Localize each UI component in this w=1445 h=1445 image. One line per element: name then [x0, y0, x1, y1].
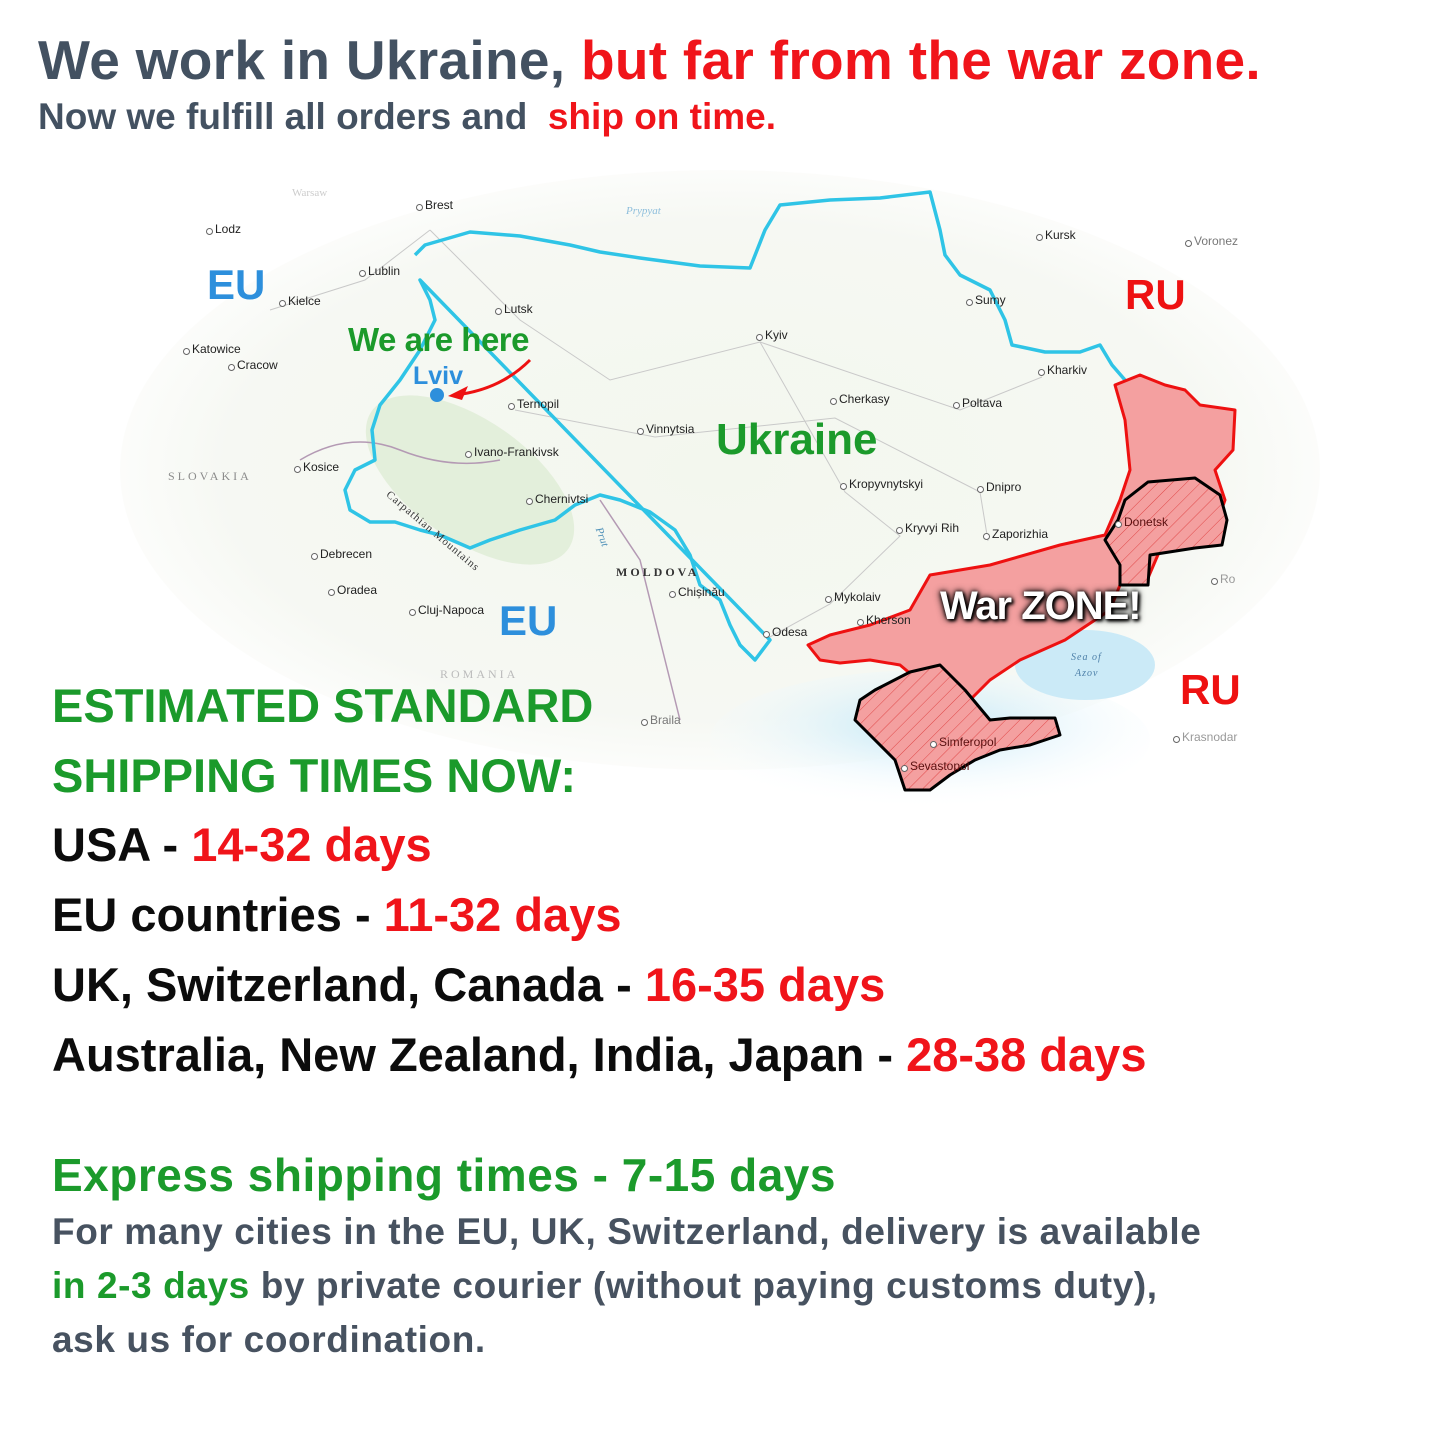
- courier-note: in 2-3 days by private courier (without …: [52, 1265, 1158, 1308]
- shipping-row: USA - 14-32 days: [52, 818, 432, 872]
- city-label: Kosice: [293, 460, 340, 474]
- crimea-annexed: [853, 663, 1062, 792]
- shipping-time: 11-32 days: [383, 888, 622, 941]
- region-label-ukraine: Ukraine: [716, 415, 878, 464]
- city-label: Brest: [415, 198, 454, 212]
- subheadline: Now we fulfill all orders and ship on ti…: [38, 96, 776, 138]
- shipping-title: ESTIMATED STANDARD: [52, 679, 594, 732]
- courier-note-part: by private courier (without paying custo…: [249, 1265, 1158, 1306]
- shipping-region: EU countries -: [52, 888, 384, 941]
- city-label: Simferopol: [929, 735, 997, 749]
- city-label: Odesa: [762, 625, 808, 639]
- region-label-ru: RU: [1180, 666, 1241, 713]
- city-label: Katowice: [183, 342, 241, 356]
- city-label: Kryvyi Rih: [895, 521, 960, 535]
- city-label: Ivano-Frankivsk: [465, 445, 559, 459]
- city-label: Mykolaiv: [825, 590, 881, 604]
- city-label: Sumy: [966, 293, 1006, 307]
- courier-note: For many cities in the EU, UK, Switzerla…: [52, 1211, 1202, 1252]
- city-label: Cherkasy: [830, 392, 890, 406]
- subheadline-highlight: ship on time.: [547, 96, 777, 137]
- region-label-eu: EU: [207, 261, 266, 308]
- shipping-time: 14-32 days: [191, 818, 432, 871]
- city-label: Ternopil: [507, 397, 560, 411]
- city-label: Kropyvnytskyi: [839, 477, 924, 491]
- city-label: Krasnodar: [1172, 730, 1238, 744]
- subheadline-part: Now we fulfill all orders and: [38, 96, 528, 137]
- shipping-region: USA -: [52, 818, 192, 871]
- city-label: Poltava: [952, 396, 1003, 410]
- city-label: Lodz: [205, 222, 242, 236]
- region-label-eu: EU: [499, 597, 558, 644]
- city-label: Kursk: [1036, 228, 1076, 242]
- city-label: Sevastopol: [900, 759, 970, 773]
- sea-label: Sea of: [1071, 652, 1102, 663]
- shipping-region: UK, Switzerland, Canada -: [52, 958, 645, 1011]
- city-label: Chernivtsi: [525, 492, 589, 506]
- lviv-label: Lviv: [413, 362, 464, 390]
- shipping-title: SHIPPING TIMES NOW:: [52, 749, 576, 802]
- city-label: Donetsk: [1114, 515, 1169, 529]
- city-label: Vinnytsia: [636, 422, 695, 436]
- city-label: Dnipro: [976, 480, 1022, 494]
- shipping-row: Australia, New Zealand, India, Japan - 2…: [52, 1028, 1146, 1082]
- map-graphic: [120, 170, 1320, 810]
- city-label: Lublin: [358, 264, 401, 278]
- headline: We work in Ukraine, but far from the war…: [38, 28, 1261, 92]
- city-label: Kherson: [857, 613, 911, 627]
- city-label: Chișinău: [669, 585, 725, 599]
- arrow-head-icon: [448, 386, 468, 400]
- we-are-here-label: We are here: [348, 321, 530, 358]
- sea-label: Azov: [1075, 668, 1099, 679]
- city-label: Cluj-Napoca: [408, 603, 485, 617]
- country-label-slovakia: SLOVAKIA: [168, 469, 252, 483]
- city-label-warsaw: Warsaw: [292, 187, 328, 199]
- city-label: Zaporizhia: [982, 527, 1049, 541]
- city-label: Oradea: [327, 583, 378, 597]
- headline-part: We work in Ukraine,: [38, 29, 566, 91]
- roads: [269, 229, 1043, 639]
- shipping-region: Australia, New Zealand, India, Japan -: [52, 1028, 907, 1081]
- shipping-time: 28-38 days: [906, 1028, 1147, 1081]
- mountains-shading: [365, 395, 575, 565]
- shipping-row: UK, Switzerland, Canada - 16-35 days: [52, 958, 885, 1012]
- country-border: [299, 441, 501, 465]
- shipping-row: EU countries - 11-32 days: [52, 888, 621, 942]
- country-label-moldova: MOLDOVA: [616, 565, 700, 579]
- city-label: Kielce: [279, 294, 321, 308]
- city-label: Kyiv: [756, 328, 788, 342]
- city-label: Braila: [641, 713, 681, 727]
- war-zone-label: War ZONE!: [940, 584, 1142, 628]
- shipping-time: 16-35 days: [644, 958, 886, 1011]
- express-shipping: Express shipping times - 7-15 days: [52, 1149, 836, 1201]
- city-label: Voronez: [1184, 234, 1239, 248]
- region-label-ru: RU: [1125, 271, 1186, 318]
- country-label-romania: ROMANIA: [440, 667, 519, 681]
- city-label: Debrecen: [310, 547, 373, 561]
- courier-note: ask us for coordination.: [52, 1319, 486, 1360]
- city-label: Kharkiv: [1037, 363, 1088, 377]
- courier-highlight: in 2-3 days: [52, 1265, 250, 1306]
- country-border: [599, 499, 681, 721]
- river-label-prypyat: Prypyat: [626, 205, 661, 217]
- city-label: Ro: [1210, 572, 1236, 586]
- headline-highlight: but far from the war zone.: [580, 29, 1262, 91]
- ukraine-map: Brest Lodz Lublin Kielce Katowice Cracow…: [0, 170, 1445, 810]
- city-label: Cracow: [228, 358, 278, 372]
- ukraine-border: [343, 190, 1127, 662]
- city-label: Lutsk: [495, 302, 533, 316]
- lviv-marker-icon: [430, 388, 444, 402]
